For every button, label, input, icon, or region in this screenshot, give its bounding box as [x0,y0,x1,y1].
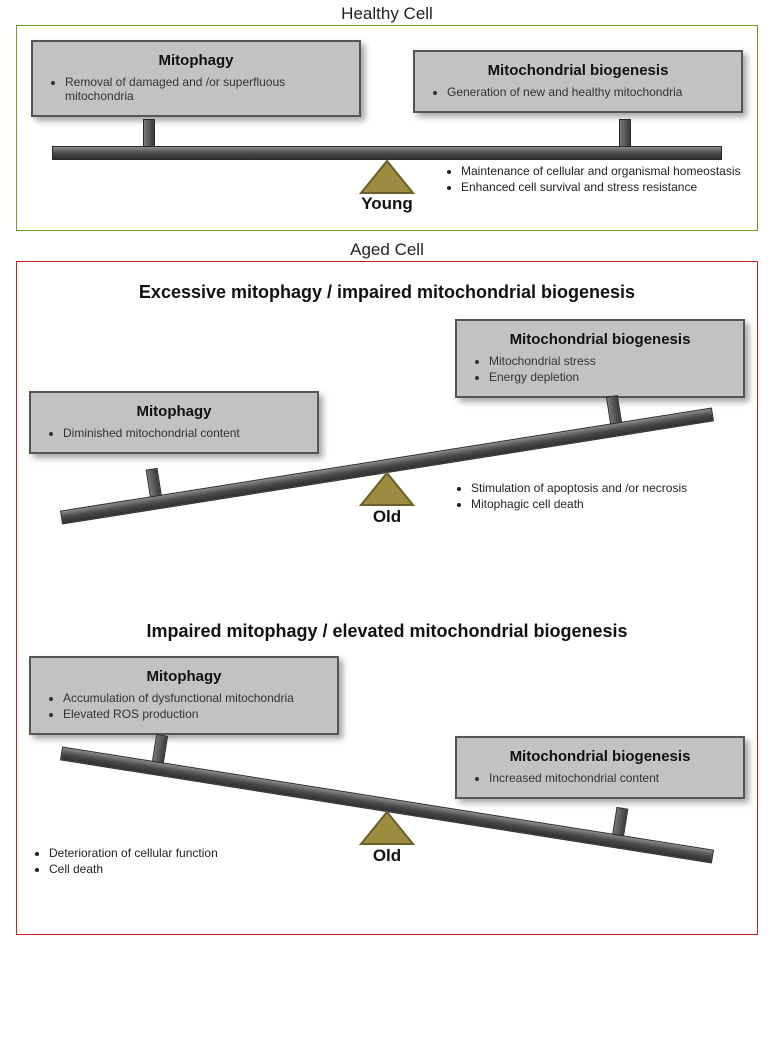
healthy-right-card-list: Generation of new and healthy mitochondr… [429,85,727,99]
aged-a-right-card-list: Mitochondrial stress Energy depletion [471,354,729,384]
healthy-left-card-title: Mitophagy [47,52,345,69]
aged-a-left-card-title: Mitophagy [45,403,303,420]
aged-b-left-card-bullet: Accumulation of dysfunctional mitochondr… [63,691,323,705]
aged-b-right-card-list: Increased mitochondrial content [471,771,729,785]
aged-b-left-card-bullet: Elevated ROS production [63,707,323,721]
aged-b-post-right [612,807,628,837]
healthy-left-card-bullet: Removal of damaged and /or superfluous m… [65,75,345,103]
aged-b-right-card-bullet: Increased mitochondrial content [489,771,729,785]
healthy-outcome-bullet: Enhanced cell survival and stress resist… [461,180,743,194]
aged-b-left-card: Mitophagy Accumulation of dysfunctional … [29,656,339,735]
aged-a-left-card: Mitophagy Diminished mitochondrial conte… [29,391,319,454]
aged-a-post-right [606,395,622,425]
aged-b-right-card: Mitochondrial biogenesis Increased mitoc… [455,736,745,799]
healthy-post-left [143,119,155,147]
aged-a-outcome-bullet: Stimulation of apoptosis and /or necrosi… [471,481,743,495]
aged-a-outcome-bullet: Mitophagic cell death [471,497,743,511]
aged-panel: Aged Cell Excessive mitophagy / impaired… [16,261,758,935]
healthy-left-card: Mitophagy Removal of damaged and /or sup… [31,40,361,117]
healthy-left-card-list: Removal of damaged and /or superfluous m… [47,75,345,103]
healthy-fulcrum-icon [359,159,415,195]
healthy-outcome-bullet: Maintenance of cellular and organismal h… [461,164,743,178]
aged-a-left-card-bullet: Diminished mitochondrial content [63,426,303,440]
aged-b-post-left [152,734,168,764]
aged-scenario-a-heading: Excessive mitophagy / impaired mitochond… [31,282,743,303]
aged-b-outcome: Deterioration of cellular function Cell … [31,846,321,878]
aged-scenario-a: Excessive mitophagy / impaired mitochond… [31,282,743,571]
healthy-right-card: Mitochondrial biogenesis Generation of n… [413,50,743,113]
aged-a-right-card-title: Mitochondrial biogenesis [471,331,729,348]
aged-title: Aged Cell [344,240,430,260]
aged-b-left-card-list: Accumulation of dysfunctional mitochondr… [45,691,323,721]
aged-a-fulcrum-icon [359,471,415,507]
aged-a-outcome: Stimulation of apoptosis and /or necrosi… [453,481,743,513]
aged-b-fulcrum-label: Old [373,846,401,866]
healthy-title: Healthy Cell [335,4,439,24]
aged-b-outcome-bullet: Deterioration of cellular function [49,846,321,860]
aged-a-fulcrum-label: Old [373,507,401,527]
aged-scenario-b: Impaired mitophagy / elevated mitochondr… [31,621,743,910]
aged-a-seesaw: Mitophagy Diminished mitochondrial conte… [31,321,743,571]
aged-a-post-left [146,468,162,498]
aged-a-right-card: Mitochondrial biogenesis Mitochondrial s… [455,319,745,398]
aged-a-left-card-list: Diminished mitochondrial content [45,426,303,440]
healthy-outcome: Maintenance of cellular and organismal h… [443,164,743,196]
aged-a-right-card-bullet: Mitochondrial stress [489,354,729,368]
healthy-panel: Healthy Cell Mitophagy Removal of damage… [16,25,758,231]
aged-b-left-card-title: Mitophagy [45,668,323,685]
healthy-beam [52,146,722,160]
aged-b-fulcrum-icon [359,810,415,846]
healthy-right-card-bullet: Generation of new and healthy mitochondr… [447,85,727,99]
aged-b-seesaw: Mitophagy Accumulation of dysfunctional … [31,660,743,910]
aged-scenario-b-heading: Impaired mitophagy / elevated mitochondr… [31,621,743,642]
aged-a-right-card-bullet: Energy depletion [489,370,729,384]
aged-b-right-card-title: Mitochondrial biogenesis [471,748,729,765]
healthy-fulcrum-label: Young [361,194,413,214]
healthy-right-card-title: Mitochondrial biogenesis [429,62,727,79]
aged-b-outcome-bullet: Cell death [49,862,321,876]
healthy-seesaw: Mitophagy Removal of damaged and /or sup… [31,46,743,216]
healthy-post-right [619,119,631,147]
